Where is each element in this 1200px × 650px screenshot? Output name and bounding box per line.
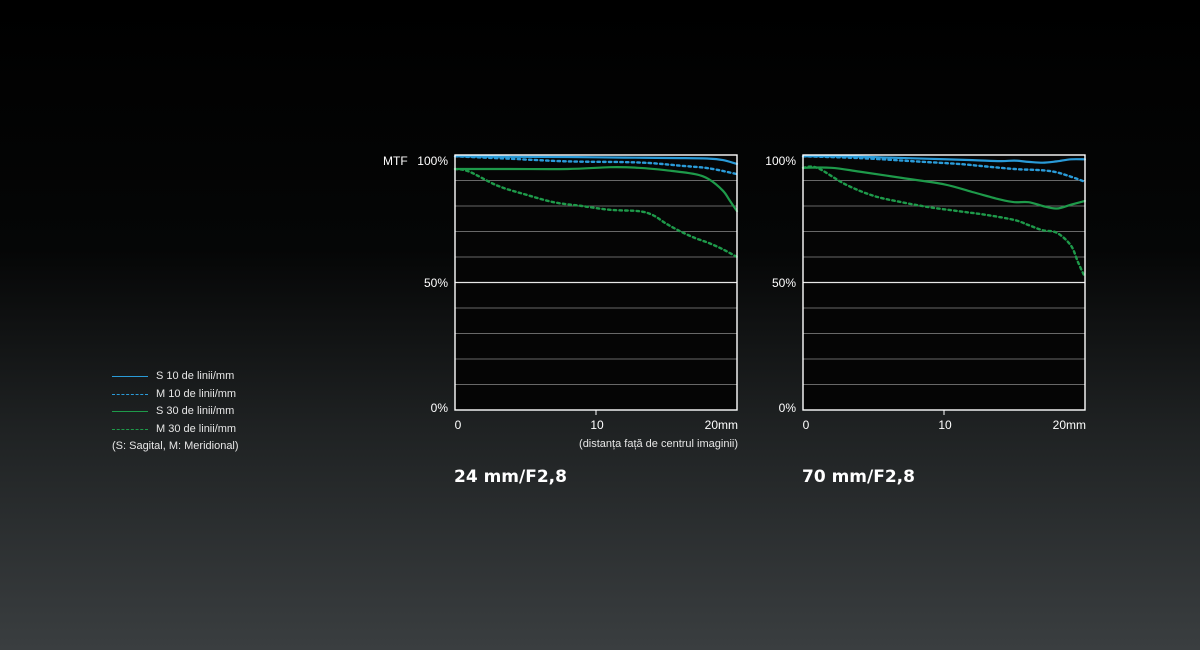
legend-swatch xyxy=(112,393,148,395)
x-tick-10: 10 xyxy=(590,418,604,432)
series-line xyxy=(453,155,739,176)
legend-swatch xyxy=(112,376,148,378)
mtf-chart-24mm: MTF 100% 50% 0% 0 10 20mm (distanța față… xyxy=(383,154,739,487)
legend-label: M 30 de linii/mm xyxy=(156,422,237,435)
chart-caption: 70 mm/F2,8 xyxy=(802,467,915,487)
plot-frame xyxy=(802,154,1086,411)
series-line xyxy=(801,155,1087,164)
y-tick-50: 50% xyxy=(424,276,448,290)
series-line xyxy=(801,155,1087,183)
mtf-chart-70mm: 100% 50% 0% 0 10 20mm 70 mm/F2,8 xyxy=(765,154,1087,487)
legend-label: S 30 de linii/mm xyxy=(156,405,235,417)
plot-frame xyxy=(454,154,738,411)
chart-caption: 24 mm/F2,8 xyxy=(454,467,567,487)
y-axis-label: MTF xyxy=(383,154,408,168)
legend-label: S 10 de linii/mm xyxy=(156,370,235,382)
legend-item: S 30 de linii/mm xyxy=(112,403,239,421)
legend-label: M 10 de linii/mm xyxy=(156,387,237,400)
y-tick-50: 50% xyxy=(772,276,796,290)
y-tick-0: 0% xyxy=(779,401,797,415)
legend-swatch xyxy=(112,428,148,430)
x-tick-20mm: 20mm xyxy=(1053,418,1086,432)
x-axis-label: (distanța față de centrul imaginii) xyxy=(579,438,738,450)
x-tick-10: 10 xyxy=(938,418,952,432)
series-line xyxy=(801,166,1087,210)
legend-item: S 10 de linii/mm xyxy=(112,368,239,386)
y-tick-100: 100% xyxy=(765,154,796,168)
legend-item: M 30 de linii/mm xyxy=(112,421,239,439)
x-tick-20mm: 20mm xyxy=(705,418,738,432)
legend-note: (S: Sagital, M: Meridional) xyxy=(112,440,239,452)
legend: S 10 de linii/mm M 10 de linii/mm S 30 d… xyxy=(112,368,239,456)
series-line xyxy=(453,166,739,213)
series-line xyxy=(801,165,1087,279)
legend-swatch xyxy=(112,411,148,413)
y-tick-0: 0% xyxy=(431,401,449,415)
series-line xyxy=(453,155,739,165)
y-tick-100: 100% xyxy=(417,154,448,168)
series-line xyxy=(453,167,739,259)
x-tick-0: 0 xyxy=(803,418,810,432)
x-tick-0: 0 xyxy=(455,418,462,432)
legend-item: M 10 de linii/mm xyxy=(112,386,239,404)
